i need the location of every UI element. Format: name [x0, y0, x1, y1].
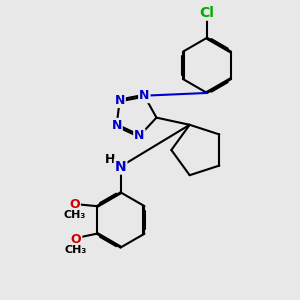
Text: O: O [69, 198, 80, 211]
Text: H: H [105, 153, 116, 167]
Text: N: N [115, 160, 126, 174]
Text: N: N [111, 119, 122, 132]
Text: CH₃: CH₃ [65, 244, 87, 255]
Text: O: O [71, 233, 81, 246]
Text: N: N [115, 94, 125, 107]
Text: N: N [134, 130, 145, 142]
Text: Cl: Cl [200, 6, 214, 20]
Text: CH₃: CH₃ [63, 210, 86, 220]
Text: N: N [139, 89, 149, 102]
